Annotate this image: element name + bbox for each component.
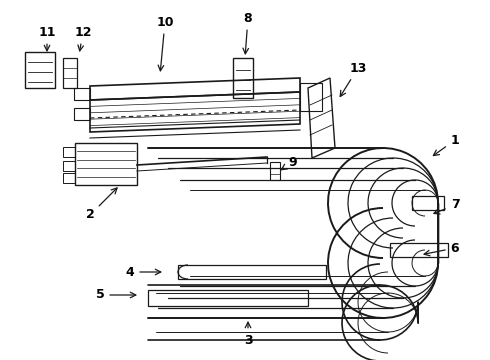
Text: 7: 7	[434, 198, 460, 214]
Text: 4: 4	[125, 266, 161, 279]
Text: 1: 1	[433, 134, 460, 156]
Text: 12: 12	[74, 26, 92, 51]
Text: 5: 5	[96, 288, 136, 302]
Text: 6: 6	[424, 242, 459, 256]
Text: 13: 13	[340, 62, 367, 96]
Text: 9: 9	[281, 156, 297, 170]
Text: 3: 3	[244, 322, 252, 346]
Text: 8: 8	[243, 12, 252, 54]
Text: 2: 2	[86, 188, 117, 221]
Text: 10: 10	[156, 15, 174, 71]
Text: 11: 11	[38, 26, 56, 51]
